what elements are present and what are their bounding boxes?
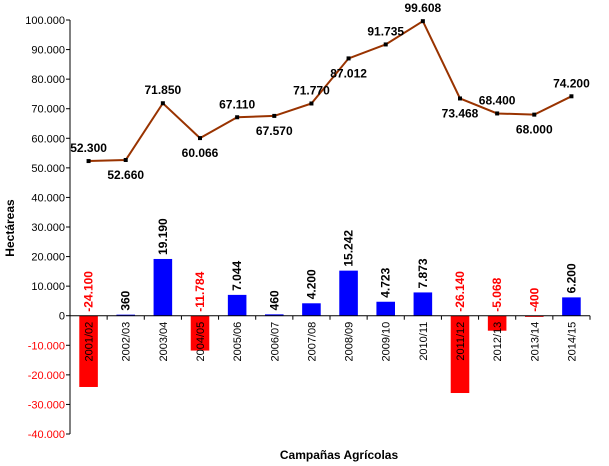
y-tick-label: 50.000 — [31, 163, 65, 175]
line-label: 52.660 — [107, 168, 144, 182]
x-tick-label: 2008/09 — [344, 322, 356, 362]
line-marker — [532, 112, 537, 117]
bar-2003/04 — [153, 258, 173, 316]
y-tick-label: 80.000 — [31, 74, 65, 86]
bar-label: -5.068 — [490, 277, 504, 311]
y-tick-label: 70.000 — [31, 104, 65, 116]
data-labels: 2001/02 2002/03 2003/04 2004/05 2005/06 2006/… — [70, 1, 590, 361]
x-tick-label: 2011/12 — [455, 322, 467, 361]
line-marker — [383, 42, 388, 47]
x-tick-label: 2009/10 — [381, 322, 393, 362]
bar-2002/03 — [116, 314, 135, 316]
line-label: 67.570 — [256, 124, 293, 138]
line-label: 67.110 — [219, 97, 255, 111]
x-tick-label: 2010/11 — [418, 322, 430, 361]
bar-2001/02 — [79, 315, 98, 387]
y-tick-label: 0 — [59, 311, 65, 323]
bar-label: 460 — [267, 290, 281, 310]
bar-2011/12 — [450, 315, 470, 394]
bar-2014/15 — [562, 297, 581, 316]
line-marker — [160, 101, 165, 106]
bar-2013/14 — [525, 315, 544, 317]
y-tick-label: 100.000 — [25, 15, 65, 27]
y-tick-label: 20.000 — [31, 252, 65, 264]
y-tick-label: -30.000 — [28, 399, 65, 411]
y-tick-label: -20.000 — [28, 370, 65, 382]
line-marker — [495, 111, 500, 116]
bar-label: -11.784 — [193, 271, 207, 311]
bar-2007/08 — [302, 303, 321, 316]
line-marker — [198, 136, 202, 141]
line-marker — [235, 115, 240, 120]
bar-label: 4.723 — [379, 267, 393, 297]
line-label: 91.735 — [367, 24, 404, 38]
bar-2004/05 — [190, 315, 210, 351]
x-tick-label: 2007/08 — [306, 322, 318, 362]
y-axis-title: Hectáreas — [3, 199, 17, 257]
line-label: 60.066 — [182, 146, 219, 160]
bar-label: 6.200 — [564, 263, 578, 293]
line-label: 74.200 — [553, 76, 590, 90]
line-marker — [272, 113, 277, 118]
y-tick-label: 30.000 — [31, 222, 65, 234]
x-tick-label: 2001/02 — [84, 322, 96, 362]
line-series — [86, 19, 574, 164]
bar-label: 360 — [119, 290, 133, 310]
x-tick-label: 2005/06 — [232, 322, 244, 362]
bar-2010/11 — [413, 292, 433, 316]
bar-label: 7.044 — [230, 261, 244, 291]
bar-2005/06 — [227, 294, 247, 316]
bar-2009/10 — [376, 301, 395, 316]
line-marker — [458, 96, 462, 101]
line-label: 99.608 — [405, 1, 442, 15]
bar-label: 7.873 — [416, 258, 430, 288]
bar-2008/09 — [339, 270, 358, 316]
bar-2006/07 — [265, 314, 284, 316]
bar-series — [79, 258, 581, 394]
bar-2012/13 — [487, 315, 507, 331]
line-path — [88, 19, 572, 163]
x-tick-label: 2003/04 — [158, 322, 170, 362]
line-marker — [123, 157, 128, 162]
line-label: 71.850 — [145, 83, 182, 97]
line-marker — [86, 159, 91, 164]
bar-label: 4.200 — [304, 269, 318, 299]
axes: -40.000 -30.000 -20.000 -10.000 0 10.000 20.00… — [25, 15, 591, 441]
line-marker — [346, 56, 351, 61]
x-tick-label: 2002/03 — [121, 322, 133, 362]
line-label: 87.012 — [330, 66, 367, 80]
bar-label: 19.190 — [156, 218, 170, 255]
bar-label: 15.242 — [342, 230, 356, 267]
y-tick-label: -40.000 — [28, 429, 65, 441]
line-marker — [569, 94, 574, 99]
bar-label: -26.140 — [453, 271, 467, 312]
bar-label: -24.100 — [82, 271, 96, 312]
line-label: 68.400 — [479, 93, 516, 107]
y-tick-label: 60.000 — [31, 133, 65, 145]
line-marker — [420, 19, 425, 24]
line-label: 73.468 — [442, 106, 479, 120]
y-tick-label: -10.000 — [28, 340, 65, 352]
x-tick-label: 2006/07 — [269, 322, 281, 362]
bar-label: -400 — [527, 287, 541, 311]
line-label: 71.770 — [293, 83, 330, 97]
y-tick-label: 10.000 — [31, 281, 65, 293]
y-tick-label: 40.000 — [31, 192, 65, 204]
line-label: 68.000 — [516, 123, 553, 137]
line-marker — [309, 101, 314, 106]
line-label: 52.300 — [70, 141, 107, 155]
x-tick-label: 2014/15 — [566, 322, 578, 362]
x-tick-label: 2004/05 — [195, 322, 207, 362]
x-tick-label: 2012/13 — [492, 322, 504, 362]
x-tick-label: 2013/14 — [529, 322, 541, 362]
y-tick-label: 90.000 — [31, 45, 65, 57]
x-axis-title: Campañas Agrícolas — [280, 448, 399, 462]
